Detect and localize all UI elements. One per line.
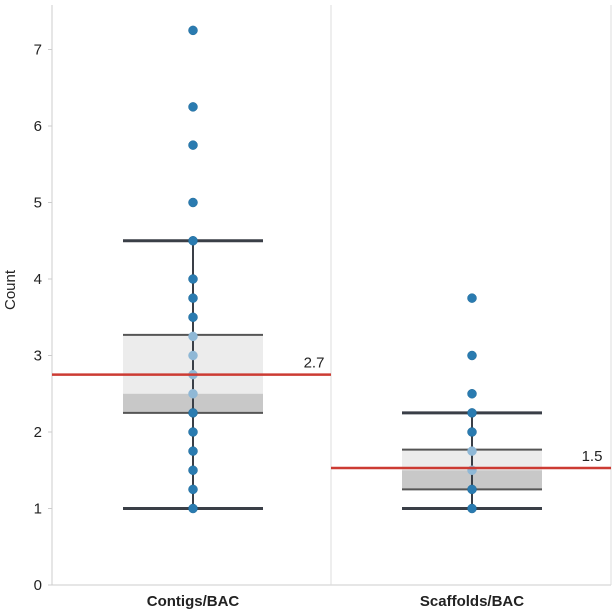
- data-point: [467, 446, 477, 456]
- data-point: [188, 197, 198, 208]
- data-point: [467, 503, 477, 514]
- data-point: [188, 236, 198, 246]
- data-point: [188, 350, 198, 361]
- y-axis: 0 1 2 3 4 5 6 7 Contigs/BAC Scaffolds/BAC: [34, 42, 525, 611]
- y-tick-label: 1: [34, 501, 42, 518]
- data-point: [188, 293, 198, 303]
- data-point: [467, 389, 477, 399]
- data-point: [188, 408, 198, 418]
- data-point: [188, 465, 198, 475]
- x-category-label: Contigs/BAC: [147, 593, 240, 610]
- mean-group: 2.7 1.5: [52, 355, 611, 470]
- y-tick-label: 5: [34, 195, 42, 212]
- data-point: [188, 274, 198, 284]
- y-tick-label: 3: [34, 348, 42, 365]
- data-point: [188, 312, 198, 322]
- data-point: [188, 331, 198, 342]
- data-point: [188, 102, 198, 112]
- mean-label: 1.5: [582, 448, 603, 465]
- data-point: [467, 408, 477, 418]
- data-point: [188, 427, 198, 437]
- data-point: [188, 446, 198, 456]
- data-point: [467, 427, 477, 437]
- y-tick-label: 0: [34, 577, 42, 594]
- x-category-label: Scaffolds/BAC: [420, 593, 524, 610]
- data-point: [188, 503, 198, 514]
- data-point: [467, 293, 477, 303]
- y-axis-title: Count: [2, 269, 19, 310]
- data-point: [467, 484, 477, 495]
- y-tick-label: 6: [34, 118, 42, 135]
- data-point: [467, 350, 477, 361]
- mean-label: 2.7: [304, 355, 325, 372]
- data-point: [188, 484, 198, 495]
- y-tick-label: 4: [34, 271, 42, 288]
- point-group: [188, 25, 477, 514]
- y-tick-label: 2: [34, 424, 42, 441]
- data-point: [188, 389, 198, 399]
- data-point: [188, 140, 198, 150]
- y-tick-label: 7: [34, 42, 42, 59]
- data-point: [188, 25, 198, 36]
- plot-frame: [51, 5, 612, 586]
